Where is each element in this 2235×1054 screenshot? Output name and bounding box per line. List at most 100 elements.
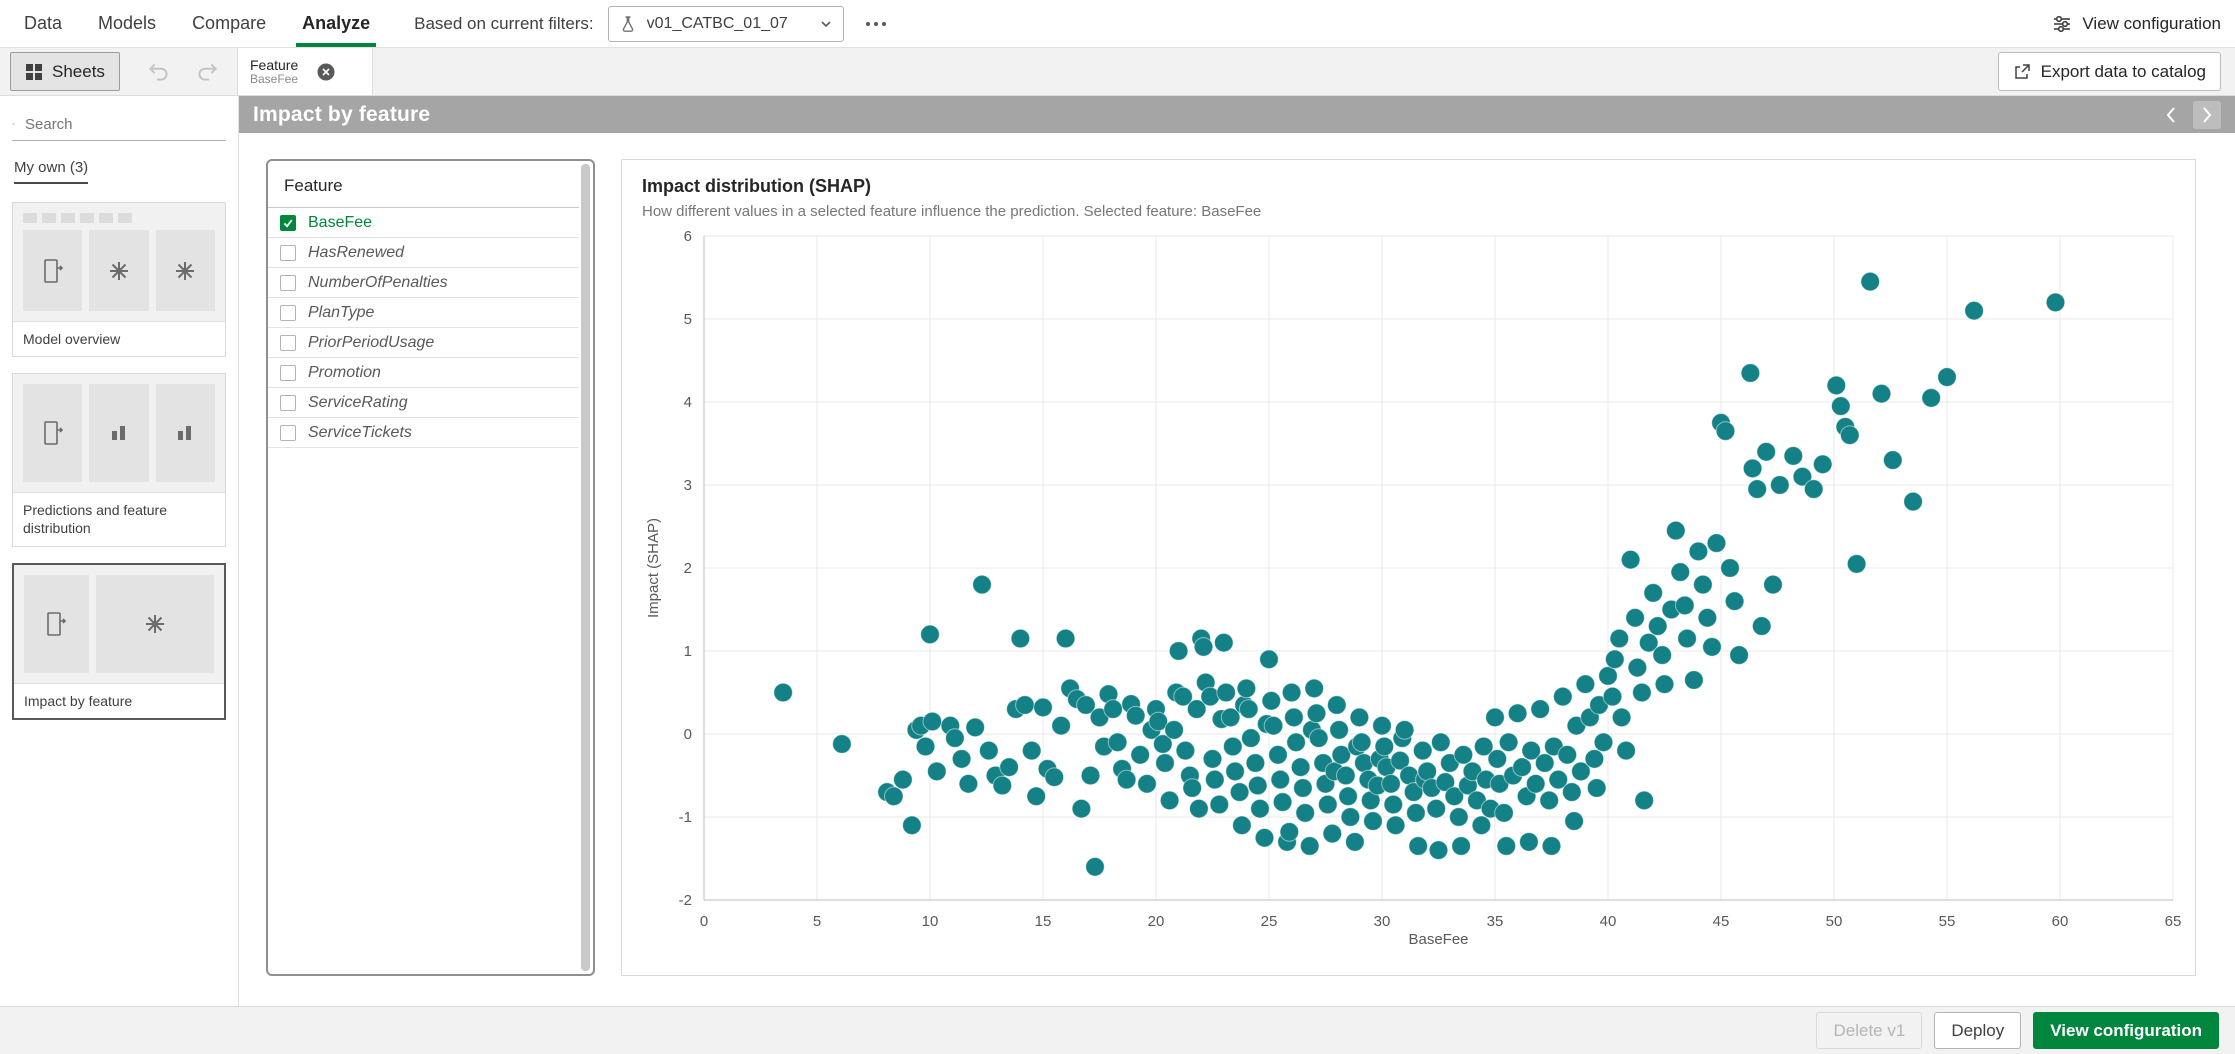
feature-option-label: Promotion xyxy=(308,363,381,381)
current-filters-group: Based on current filters: v01_CATBC_01_0… xyxy=(414,5,894,42)
svg-text:2: 2 xyxy=(684,560,692,577)
chart-title: Impact distribution (SHAP) xyxy=(642,176,871,196)
svg-text:55: 55 xyxy=(1939,913,1956,930)
svg-text:65: 65 xyxy=(2165,913,2181,930)
filters-label: Based on current filters: xyxy=(414,13,594,33)
feature-option-label: PriorPeriodUsage xyxy=(308,333,435,351)
thumbnail-tiles xyxy=(24,574,214,673)
thumbnail-tile xyxy=(89,384,149,483)
sheet-thumbnail xyxy=(13,374,225,493)
svg-text:0: 0 xyxy=(700,913,708,930)
page-icon xyxy=(43,421,63,445)
svg-text:4: 4 xyxy=(684,394,692,411)
svg-text:20: 20 xyxy=(1148,913,1165,930)
model-version-dropdown[interactable]: v01_CATBC_01_07 xyxy=(607,5,844,42)
svg-text:BaseFee: BaseFee xyxy=(1408,931,1468,948)
shap-chart-panel: Impact distribution (SHAP) How different… xyxy=(621,159,2196,976)
sheet-card-predictions[interactable]: Predictions and feature distribution xyxy=(12,373,226,547)
export-data-button[interactable]: Export data to catalog xyxy=(1997,52,2221,91)
thumbnail-tile xyxy=(95,574,214,673)
thumbnail-tile xyxy=(23,384,83,483)
sheets-button-label: Sheets xyxy=(52,61,105,81)
tab-analyze[interactable]: Analyze xyxy=(284,0,388,47)
feature-option-servicerating[interactable]: ServiceRating xyxy=(268,388,579,418)
delete-version-button[interactable]: Delete v1 xyxy=(1816,1012,1923,1049)
tab-models[interactable]: Models xyxy=(98,13,157,33)
svg-text:35: 35 xyxy=(1487,913,1504,930)
checkbox-icon xyxy=(280,364,296,381)
feature-option-promotion[interactable]: Promotion xyxy=(268,358,579,388)
checkbox-icon xyxy=(280,274,296,291)
feature-option-label: NumberOfPenalties xyxy=(308,273,448,291)
sheet-card-impact-by-feature[interactable]: Impact by feature xyxy=(12,562,226,720)
page-icon xyxy=(47,611,67,636)
sheet-thumbnail xyxy=(13,203,225,321)
feature-option-servicetickets[interactable]: ServiceTickets xyxy=(268,418,579,448)
feature-option-label: ServiceRating xyxy=(308,393,408,411)
svg-text:25: 25 xyxy=(1261,913,1278,930)
svg-text:60: 60 xyxy=(2052,913,2069,930)
checkbox-icon xyxy=(280,244,296,261)
chevron-left-icon xyxy=(2166,106,2175,123)
export-icon xyxy=(2014,63,2030,79)
feature-tab-subtitle: BaseFee xyxy=(250,71,299,86)
sheet-card-label: Model overview xyxy=(13,321,225,357)
svg-text:0: 0 xyxy=(684,726,692,743)
previous-sheet-button[interactable] xyxy=(2157,101,2185,129)
feature-option-hasrenewed[interactable]: HasRenewed xyxy=(268,238,579,268)
export-data-label: Export data to catalog xyxy=(2040,61,2206,81)
svg-text:45: 45 xyxy=(1713,913,1730,930)
scrollbar[interactable] xyxy=(581,164,590,971)
redo-button[interactable] xyxy=(192,57,222,87)
sheet-search-box xyxy=(12,108,226,141)
bar-chart-icon xyxy=(178,426,192,441)
feature-option-plantype[interactable]: PlanType xyxy=(268,298,579,328)
chart-subtitle: How different values in a selected featu… xyxy=(642,203,1262,220)
sliders-icon xyxy=(2054,15,2071,32)
tab-compare[interactable]: Compare xyxy=(192,13,267,33)
redo-icon xyxy=(198,63,217,81)
feature-filter-tab[interactable]: Feature BaseFee xyxy=(237,48,373,95)
tab-data[interactable]: Data xyxy=(24,13,63,33)
sheets-button[interactable]: Sheets xyxy=(10,52,120,91)
more-options-button[interactable] xyxy=(858,6,894,42)
svg-text:15: 15 xyxy=(1035,913,1052,930)
thumbnail-tiles xyxy=(23,384,215,483)
grid-icon xyxy=(26,63,42,80)
feature-option-numberofpenalties[interactable]: NumberOfPenalties xyxy=(268,268,579,298)
svg-text:10: 10 xyxy=(922,913,939,930)
view-configuration-button[interactable]: View configuration xyxy=(2033,1012,2219,1049)
feature-panel-title: Feature xyxy=(268,161,579,208)
sheets-sidebar: My own (3) xyxy=(0,96,239,1006)
close-icon xyxy=(317,63,335,80)
chart-placeholder-icon xyxy=(176,261,195,280)
search-input[interactable] xyxy=(23,114,226,134)
feature-option-label: PlanType xyxy=(308,303,375,321)
svg-text:-1: -1 xyxy=(679,809,692,826)
svg-text:6: 6 xyxy=(684,228,692,245)
undo-icon xyxy=(148,63,168,81)
view-configuration-top-button[interactable]: View configuration xyxy=(2052,14,2221,34)
sheet-thumbnail xyxy=(14,564,224,683)
checkbox-icon xyxy=(280,424,296,441)
page-icon xyxy=(43,258,63,283)
deploy-button[interactable]: Deploy xyxy=(1934,1012,2022,1049)
chart-placeholder-icon xyxy=(145,614,164,633)
feature-option-label: ServiceTickets xyxy=(308,423,412,441)
svg-text:1: 1 xyxy=(684,643,692,660)
page-title: Impact by feature xyxy=(253,102,431,126)
undo-button[interactable] xyxy=(144,57,174,87)
feature-option-priorperiodusage[interactable]: PriorPeriodUsage xyxy=(268,328,579,358)
svg-text:30: 30 xyxy=(1374,913,1391,930)
checkbox-icon xyxy=(280,304,296,321)
next-sheet-button[interactable] xyxy=(2193,100,2221,129)
thumbnail-tile xyxy=(23,230,83,311)
my-own-section-tab[interactable]: My own (3) xyxy=(14,159,89,184)
sheet-card-model-overview[interactable]: Model overview xyxy=(12,202,226,358)
feature-tab-close-button[interactable] xyxy=(316,62,336,82)
svg-text:5: 5 xyxy=(813,913,821,930)
svg-text:40: 40 xyxy=(1600,913,1617,930)
feature-option-basefee[interactable]: BaseFee xyxy=(268,208,579,238)
checkbox-checked-icon xyxy=(280,214,296,231)
